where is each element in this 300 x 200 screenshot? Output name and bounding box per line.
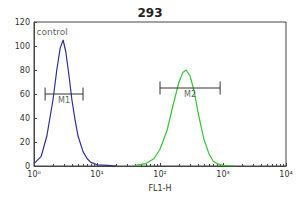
svg-text:10³: 10³ bbox=[216, 170, 229, 179]
svg-text:60: 60 bbox=[20, 90, 30, 99]
svg-text:20: 20 bbox=[20, 138, 30, 147]
svg-text:M2: M2 bbox=[184, 90, 196, 99]
svg-text:10¹: 10¹ bbox=[90, 170, 103, 179]
svg-text:40: 40 bbox=[20, 114, 30, 123]
svg-text:10⁰: 10⁰ bbox=[27, 170, 40, 179]
svg-text:control: control bbox=[37, 27, 68, 37]
svg-text:80: 80 bbox=[20, 66, 30, 75]
svg-text:100: 100 bbox=[15, 42, 30, 51]
svg-text:10⁴: 10⁴ bbox=[279, 170, 292, 179]
svg-text:293: 293 bbox=[137, 6, 162, 20]
svg-text:M1: M1 bbox=[58, 96, 70, 105]
svg-text:120: 120 bbox=[15, 18, 30, 27]
svg-text:10²: 10² bbox=[153, 170, 166, 179]
svg-text:FL1-H: FL1-H bbox=[148, 184, 171, 193]
svg-text:0: 0 bbox=[24, 161, 30, 171]
